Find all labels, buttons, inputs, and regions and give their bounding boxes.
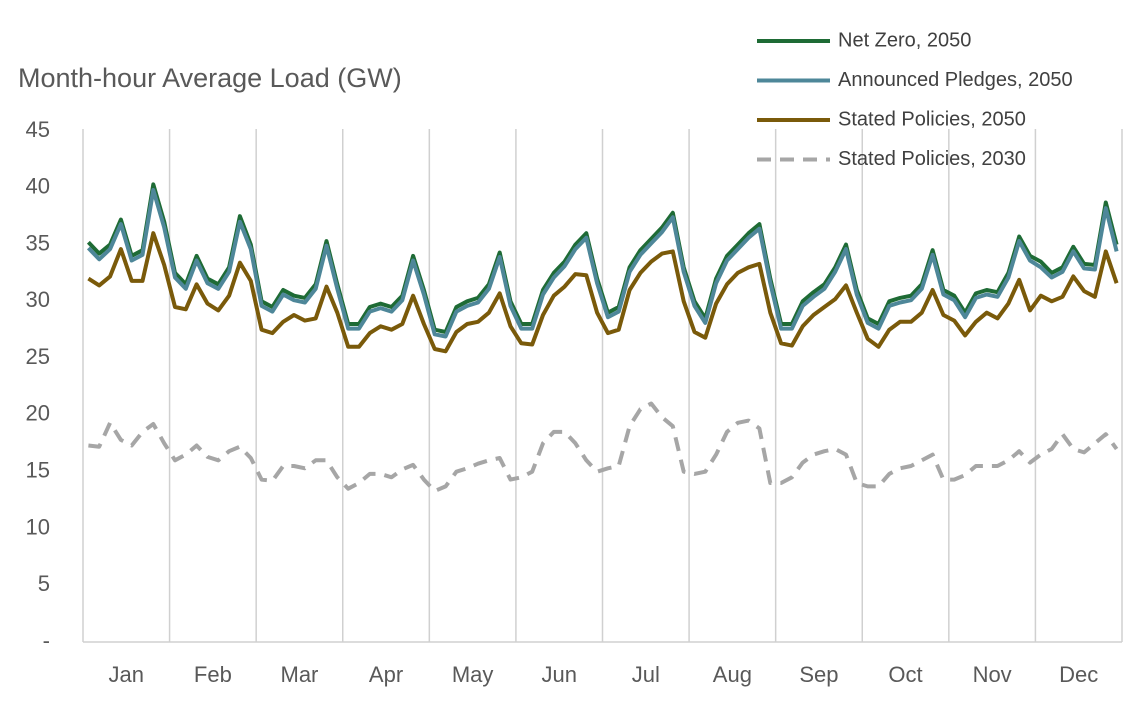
y-tick-label: 15 bbox=[26, 457, 50, 482]
chart-title: Month-hour Average Load (GW) bbox=[18, 63, 402, 93]
y-tick-label: 25 bbox=[26, 344, 50, 369]
y-tick-label: 40 bbox=[26, 174, 50, 199]
y-tick-label: - bbox=[43, 628, 50, 653]
y-tick-label: 10 bbox=[26, 514, 50, 539]
legend-label: Stated Policies, 2050 bbox=[838, 108, 1026, 130]
legend-label: Stated Policies, 2030 bbox=[838, 148, 1026, 170]
y-tick-label: 30 bbox=[26, 287, 50, 312]
y-tick-label: 5 bbox=[38, 571, 50, 596]
y-tick-label: 45 bbox=[26, 117, 50, 142]
series-line bbox=[88, 401, 1119, 493]
legend-label: Net Zero, 2050 bbox=[838, 29, 971, 51]
x-tick-label: Jul bbox=[632, 662, 660, 687]
x-tick-label: Jan bbox=[109, 662, 144, 687]
x-tick-label: Oct bbox=[888, 662, 922, 687]
series-line bbox=[86, 188, 1119, 339]
x-tick-label: Dec bbox=[1059, 662, 1098, 687]
x-tick-label: Nov bbox=[973, 662, 1012, 687]
y-tick-label: 35 bbox=[26, 230, 50, 255]
x-tick-label: Apr bbox=[369, 662, 403, 687]
x-tick-label: Mar bbox=[281, 662, 319, 687]
x-tick-label: Aug bbox=[713, 662, 752, 687]
series-line bbox=[87, 231, 1119, 354]
x-tick-label: Feb bbox=[194, 662, 232, 687]
x-tick-label: May bbox=[452, 662, 494, 687]
legend-label: Announced Pledges, 2050 bbox=[838, 69, 1073, 91]
x-tick-label: Jun bbox=[541, 662, 576, 687]
x-tick-label: Sep bbox=[799, 662, 838, 687]
y-tick-label: 20 bbox=[26, 401, 50, 426]
